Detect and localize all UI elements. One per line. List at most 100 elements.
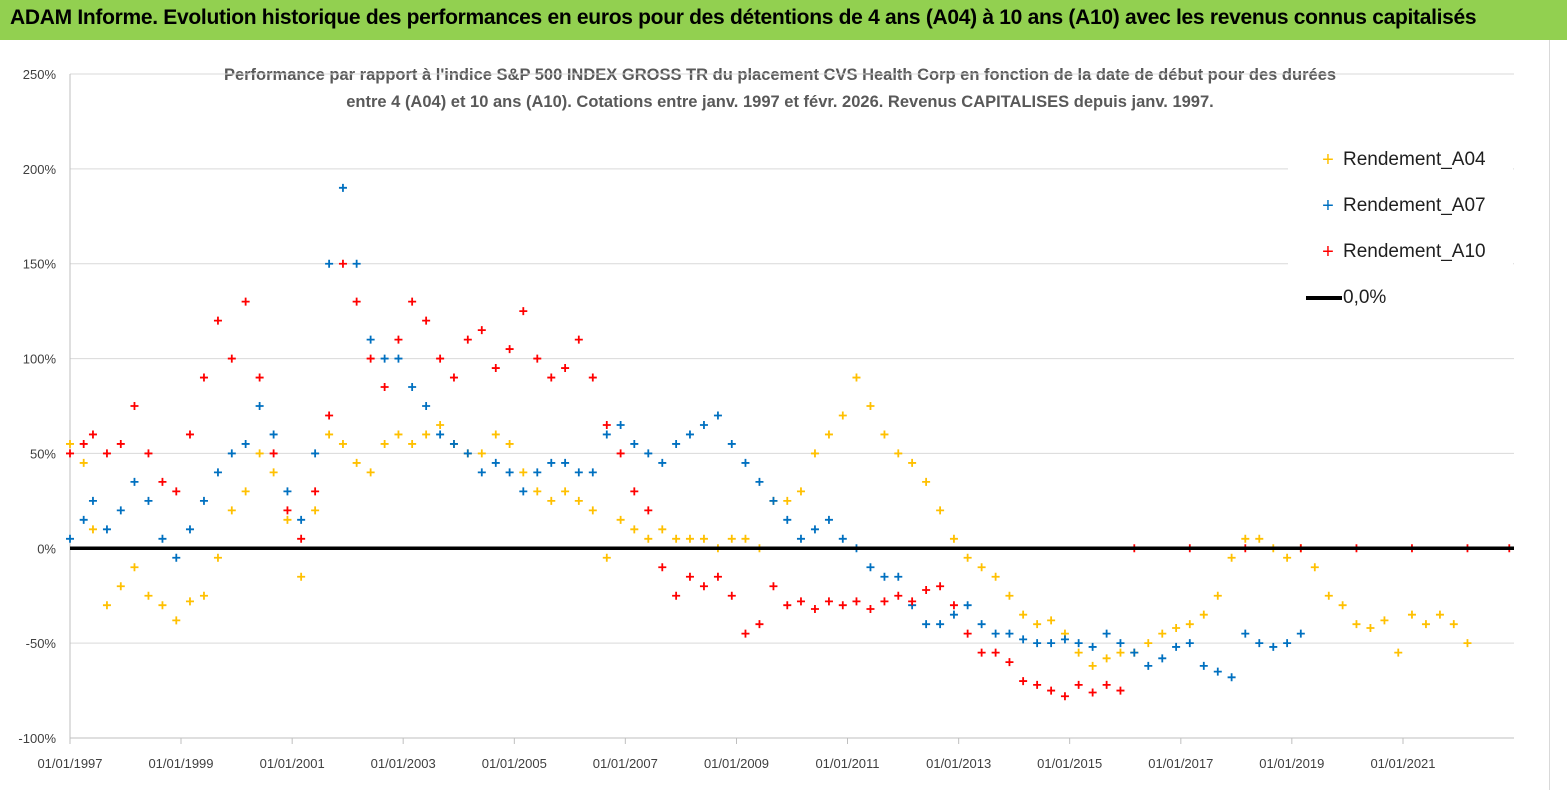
data-point xyxy=(866,402,875,410)
data-point xyxy=(311,449,320,458)
data-point xyxy=(1005,658,1014,667)
data-point xyxy=(949,610,958,619)
data-point xyxy=(1172,623,1181,632)
chart-frame-border xyxy=(1549,40,1550,790)
data-point xyxy=(1283,553,1292,562)
data-point xyxy=(519,307,528,316)
data-point xyxy=(519,487,528,496)
data-point xyxy=(1435,610,1444,619)
data-point xyxy=(922,477,931,486)
data-point xyxy=(380,439,389,448)
data-point xyxy=(269,430,278,439)
data-point xyxy=(699,534,708,543)
data-point xyxy=(936,620,945,629)
data-point xyxy=(185,597,194,606)
data-point xyxy=(685,430,694,439)
data-point xyxy=(1324,591,1333,600)
data-point xyxy=(824,430,833,439)
legend-marker-a10: + xyxy=(1322,241,1334,263)
data-point xyxy=(505,439,514,448)
data-point xyxy=(644,534,653,543)
data-point xyxy=(213,553,222,562)
data-point xyxy=(936,582,945,591)
data-point xyxy=(1255,534,1264,543)
legend-marker-a04: + xyxy=(1322,149,1334,171)
data-point xyxy=(172,553,181,562)
data-point xyxy=(1449,620,1458,629)
y-tick-label: 50% xyxy=(30,446,56,461)
chart-title-line2: entre 4 (A04) et 10 ans (A10). Cotations… xyxy=(346,93,1214,111)
data-point xyxy=(699,582,708,591)
data-point xyxy=(283,506,292,515)
data-point xyxy=(602,420,611,429)
data-point xyxy=(630,525,639,534)
data-point xyxy=(436,420,445,429)
data-point xyxy=(852,373,861,382)
data-point xyxy=(116,506,125,515)
data-point xyxy=(936,506,945,515)
y-tick-label: 200% xyxy=(23,162,57,177)
data-point xyxy=(394,354,403,363)
chart-area: Performance par rapport à l'indice S&P 5… xyxy=(0,40,1567,790)
data-point xyxy=(1047,616,1056,625)
data-point xyxy=(241,297,250,306)
x-axis: 01/01/1997 01/01/1999 01/01/2001 01/01/2003… xyxy=(37,737,1514,771)
data-point xyxy=(185,525,194,534)
data-point xyxy=(741,458,750,467)
data-point xyxy=(1158,629,1167,638)
data-point xyxy=(1033,620,1042,629)
data-point xyxy=(533,354,542,363)
data-point xyxy=(269,468,278,477)
data-point xyxy=(380,354,389,363)
data-point xyxy=(116,439,125,448)
data-point xyxy=(1019,635,1028,644)
data-point xyxy=(1116,639,1125,648)
data-point xyxy=(1005,591,1014,600)
data-point xyxy=(1213,667,1222,676)
data-point xyxy=(352,297,361,306)
data-point xyxy=(352,458,361,467)
data-point xyxy=(1352,620,1361,629)
data-point xyxy=(838,411,847,420)
data-point xyxy=(199,591,208,600)
data-point xyxy=(699,420,708,429)
data-point xyxy=(66,534,74,543)
data-point xyxy=(1144,639,1153,648)
data-point xyxy=(838,601,847,610)
data-point xyxy=(1019,610,1028,619)
data-point xyxy=(463,449,472,458)
x-tick-label: 01/01/2011 xyxy=(815,756,879,771)
data-point xyxy=(1116,686,1125,695)
data-point xyxy=(880,430,889,439)
data-point xyxy=(588,506,597,515)
data-point xyxy=(130,477,139,486)
data-point xyxy=(616,449,625,458)
data-point xyxy=(1199,610,1208,619)
y-tick-label: -100% xyxy=(18,731,56,746)
data-point xyxy=(366,335,375,344)
y-tick-label: 100% xyxy=(23,352,57,367)
data-point xyxy=(491,430,500,439)
data-point xyxy=(685,534,694,543)
data-point xyxy=(422,430,431,439)
data-point xyxy=(88,430,97,439)
data-point xyxy=(755,477,764,486)
data-point xyxy=(894,449,903,458)
data-point xyxy=(1185,639,1194,648)
legend-label-a10: Rendement_A10 xyxy=(1343,241,1486,262)
data-point xyxy=(1296,629,1305,638)
y-tick-label: 150% xyxy=(23,257,57,272)
data-point xyxy=(199,373,208,382)
data-point xyxy=(1241,534,1250,543)
data-point xyxy=(880,572,889,581)
x-tick-label: 01/01/2003 xyxy=(371,756,436,771)
series-rendement-a10 xyxy=(66,259,1514,701)
data-point xyxy=(1213,591,1222,600)
data-point xyxy=(102,601,111,610)
data-point xyxy=(158,601,167,610)
data-point xyxy=(783,515,792,524)
data-point xyxy=(352,259,361,268)
data-point xyxy=(1102,654,1111,663)
x-tick-label: 01/01/2009 xyxy=(704,756,769,771)
data-point xyxy=(172,487,181,496)
